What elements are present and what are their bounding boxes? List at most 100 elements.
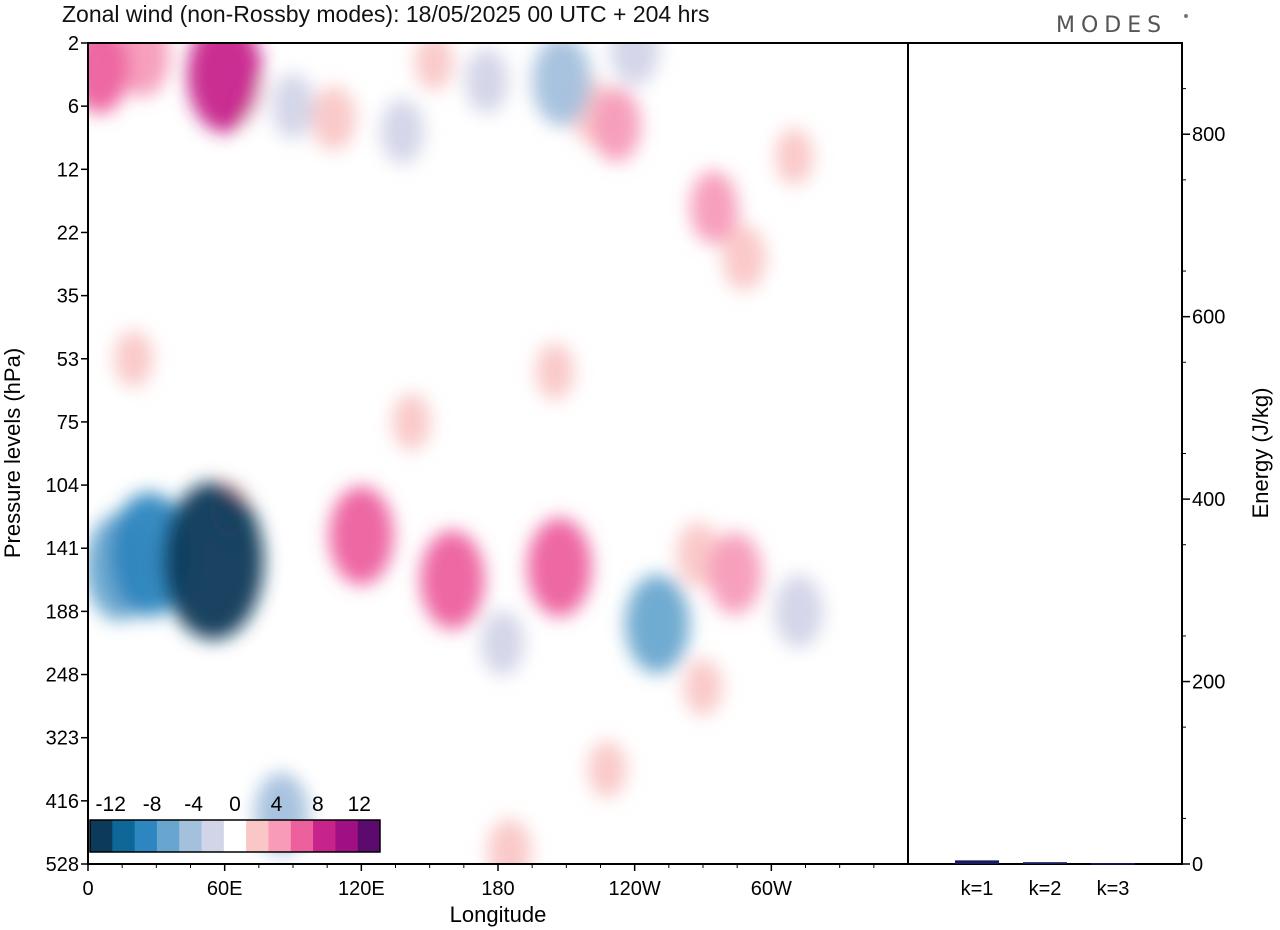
colorbar-swatch	[246, 820, 269, 852]
y-tick-label: 416	[46, 791, 79, 813]
heatmap-region	[162, 482, 264, 640]
x-tick-label: 60E	[207, 878, 243, 900]
heatmap-region	[535, 343, 575, 400]
heatmap-region	[774, 292, 814, 350]
y-tick-label: 75	[57, 412, 79, 434]
heatmap-region	[729, 140, 768, 198]
y-tick-label: 528	[46, 854, 79, 876]
heatmap-region	[415, 43, 454, 91]
heatmap-region	[527, 517, 592, 617]
colorbar-tick-label: 8	[312, 793, 324, 816]
x-tick-label: 120E	[338, 878, 385, 900]
y-tick-label: 104	[46, 475, 79, 497]
heatmap-region	[774, 574, 824, 649]
heatmap-background	[88, 43, 908, 864]
y-tick-label: 141	[46, 538, 79, 560]
y-tick-label: 12	[57, 159, 79, 181]
heatmap-regions	[88, 43, 827, 864]
heatmap-region	[774, 128, 814, 186]
heatmap-region	[187, 43, 263, 133]
x-tick-label: 180	[481, 878, 514, 900]
energy-x-tick-label: k=1	[961, 878, 994, 900]
energy-bars	[955, 860, 1135, 865]
y-tick-label: 53	[57, 349, 79, 371]
y-axis-ticks: 2 6 12 22 35 53 75 104 141 188 248 323 416 528	[46, 33, 88, 876]
colorbar-tick-label: -4	[184, 793, 203, 816]
colorbar-swatch	[223, 820, 247, 852]
heatmap-region	[115, 43, 170, 97]
y-tick-label: 2	[68, 33, 79, 55]
colorbar-frame	[89, 819, 381, 853]
heatmap-region	[312, 86, 356, 152]
energy-y-tick-label: 0	[1192, 854, 1203, 876]
y-tick-label: 323	[46, 728, 79, 750]
heatmap-region	[301, 721, 340, 779]
colorbar-swatch	[290, 820, 314, 852]
x-tick-label: 120W	[609, 878, 661, 900]
heatmap-region	[380, 98, 425, 165]
heatmap-region	[88, 393, 119, 451]
colorbar	[89, 819, 381, 853]
energy-bar	[1091, 863, 1135, 865]
heatmap-region	[480, 610, 525, 676]
heatmap-region	[506, 204, 545, 261]
brand-logo: MODES	[1056, 13, 1167, 38]
y-tick-label: 188	[46, 601, 79, 623]
heatmap-region	[629, 425, 668, 482]
colorbar-swatch	[90, 820, 113, 852]
energy-bar	[1023, 862, 1067, 864]
colorbar-tick-label: -8	[143, 793, 162, 816]
colorbar-tick-label: -12	[96, 793, 126, 816]
colorbar-swatch	[156, 820, 180, 852]
energy-y-tick-label: 600	[1192, 307, 1225, 329]
heatmap-region	[420, 530, 485, 630]
energy-y-axis: 0 200 400 600 800	[1182, 88, 1225, 876]
y-tick-label: 6	[68, 96, 79, 118]
heatmap-region	[625, 574, 690, 674]
energy-x-tick-label: k=2	[1029, 878, 1062, 900]
heatmap-region	[532, 43, 592, 127]
heatmap-region	[683, 658, 723, 716]
heatmap-region	[271, 73, 315, 139]
colorbar-swatch	[201, 820, 225, 852]
colorbar-swatch	[268, 820, 292, 852]
heatmap-region	[788, 709, 827, 767]
heatmap-region	[329, 486, 394, 585]
y-tick-label: 22	[57, 222, 79, 244]
heatmap-field	[88, 43, 908, 864]
energy-panel-frame	[907, 42, 1183, 865]
colorbar-tick-labels: -12 -8 -4 0 4 8 12	[96, 793, 371, 816]
colorbar-swatch	[134, 820, 158, 852]
heatmap-region	[574, 216, 613, 274]
heatmap-region	[707, 532, 762, 615]
x-tick-label: 0	[82, 878, 93, 900]
x-axis-ticks: 0 60E 120E 180 120W 60W	[82, 864, 875, 900]
colorbar-tick-label: 4	[271, 793, 283, 816]
heatmap-region	[88, 43, 129, 114]
colorbar-tick-label: 0	[229, 793, 241, 816]
energy-y-tick-label: 200	[1192, 672, 1225, 694]
heatmap-region	[689, 170, 739, 244]
y-axis-label: Pressure levels (hPa)	[0, 348, 25, 558]
heatmap-region	[592, 88, 641, 162]
heatmap-region	[487, 818, 532, 864]
colorbar-swatch	[357, 820, 381, 852]
heatmap-region	[330, 140, 370, 198]
brand-registered-icon	[1184, 14, 1188, 18]
heatmap-region	[588, 740, 627, 798]
colorbar-swatch	[313, 820, 336, 852]
energy-y-tick-label: 800	[1192, 124, 1225, 146]
colorbar-swatch	[335, 820, 359, 852]
x-axis-label: Longitude	[450, 902, 547, 927]
colorbar-tick-label: 12	[348, 793, 371, 816]
energy-bar	[955, 860, 999, 864]
colorbar-swatch	[179, 820, 202, 852]
heatmap-region	[464, 48, 509, 114]
heatmap-region	[114, 330, 153, 388]
y-tick-label: 248	[46, 665, 79, 687]
energy-axis-label: Energy (J/kg)	[1248, 388, 1273, 519]
energy-y-tick-label: 400	[1192, 489, 1225, 511]
colorbar-swatch	[112, 820, 136, 852]
heatmap-region	[722, 225, 766, 291]
